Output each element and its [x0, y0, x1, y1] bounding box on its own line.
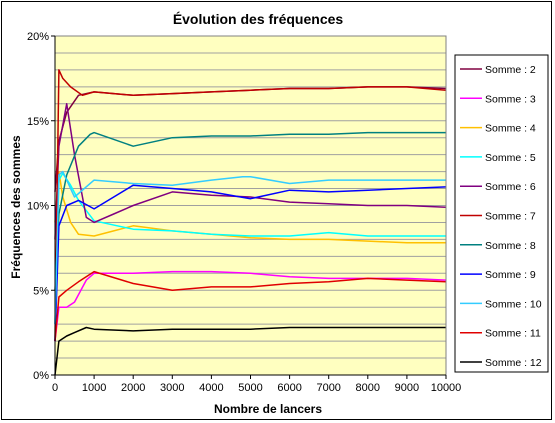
x-tick-label: 4000	[199, 382, 223, 394]
x-tick-label: 1000	[82, 382, 106, 394]
y-tick-label: 20%	[27, 31, 49, 43]
legend-entry: Somme : 9	[485, 269, 536, 281]
x-tick-label: 3000	[160, 382, 184, 394]
y-tick-label: 15%	[27, 116, 49, 128]
x-tick-label: 7000	[316, 382, 340, 394]
series-line-4	[54, 170, 446, 244]
legend-entry: Somme : 3	[485, 93, 536, 105]
y-tick-label: 10%	[27, 201, 49, 213]
series-line-8	[54, 131, 446, 291]
series-line-7	[54, 69, 447, 342]
x-tick-label: 2000	[121, 382, 145, 394]
x-tick-label: 10000	[431, 382, 462, 394]
legend-entry: Somme : 4	[485, 123, 536, 135]
y-tick-label: 5%	[33, 285, 49, 297]
legend-entry: Somme : 10	[485, 298, 542, 310]
legend-entry: Somme : 7	[485, 211, 536, 223]
legend-entry: Somme : 2	[485, 64, 536, 76]
legend-entry: Somme : 6	[485, 181, 536, 193]
legend-box	[454, 54, 549, 373]
series-layer	[54, 69, 447, 376]
legend-entry: Somme : 5	[485, 152, 536, 164]
series-line-9	[54, 184, 447, 342]
legend: Somme : 2 Somme : 3 Somme : 4 Somme : 5 Somm…	[454, 54, 549, 373]
series-line-3	[54, 270, 447, 342]
series-line-11	[54, 270, 447, 342]
x-axis-label: Nombre de lancers	[214, 402, 322, 416]
x-tick-label: 9000	[395, 382, 419, 394]
x-tick-label: 6000	[277, 382, 301, 394]
series-line-6	[54, 103, 447, 240]
series-line-12	[54, 326, 446, 376]
legend-entry: Somme : 8	[485, 240, 536, 252]
axes: 0% 5% 10% 15% 20% 0 1000 2000 3000 4000 5000 6000 70…	[27, 31, 461, 394]
x-tick-label: 8000	[356, 382, 380, 394]
legend-entry: Somme : 11	[485, 328, 541, 340]
y-axis-label: Fréquences des sommes	[9, 135, 23, 279]
series-line-10	[54, 170, 446, 325]
y-tick-label: 0%	[33, 370, 49, 382]
chart-title: Évolution des fréquences	[173, 11, 344, 27]
legend-entry: Somme : 12	[485, 357, 542, 369]
x-tick-label: 0	[52, 382, 58, 394]
x-tick-label: 5000	[238, 382, 262, 394]
